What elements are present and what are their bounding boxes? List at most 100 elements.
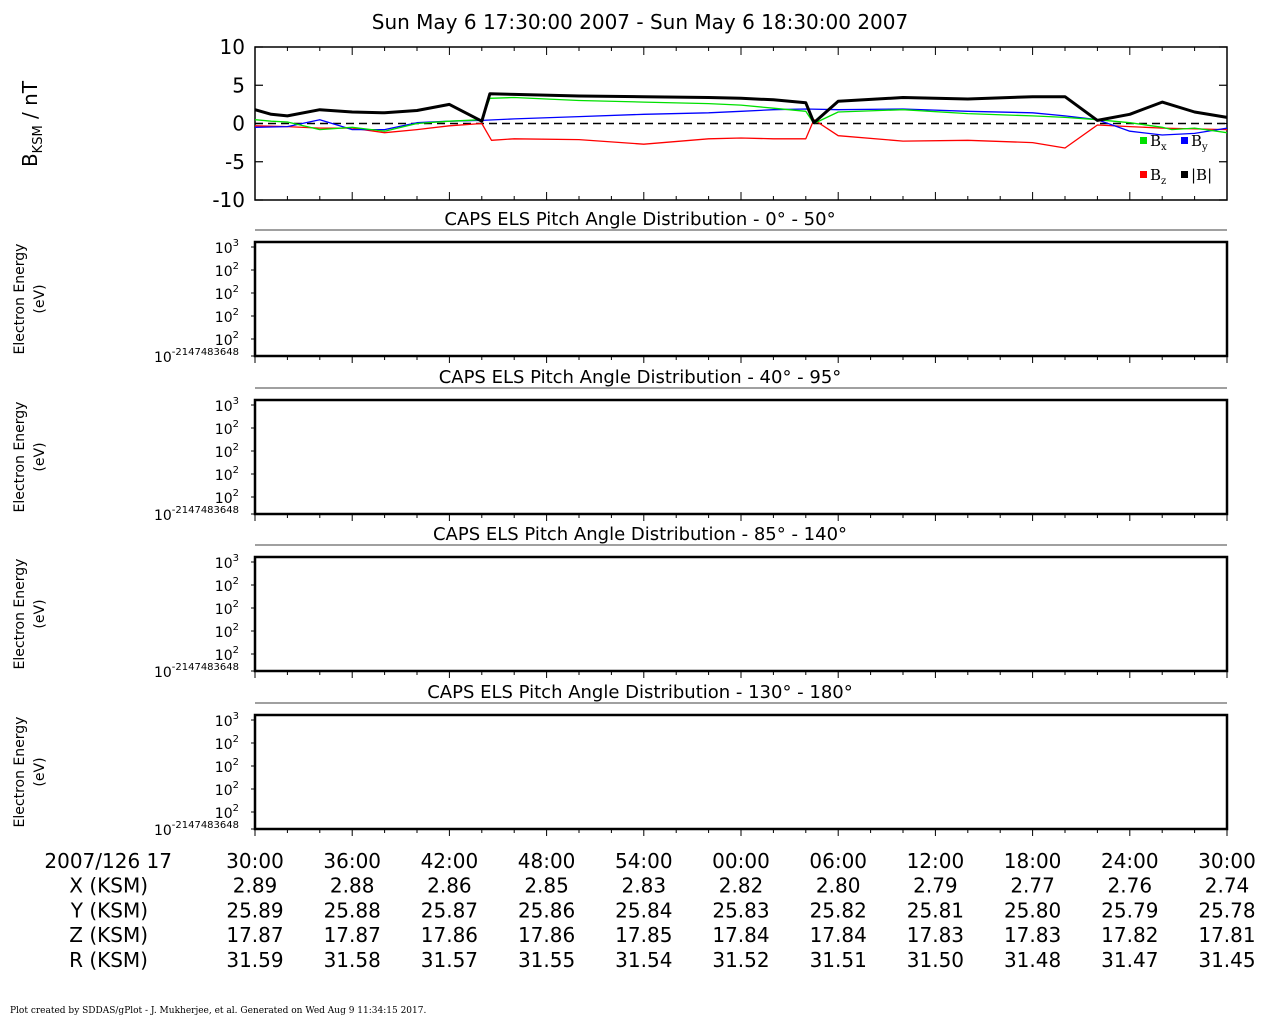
y-tick-label: 10	[220, 35, 245, 59]
legend-swatch-by	[1181, 137, 1188, 144]
y-tick-label: 102	[215, 284, 239, 303]
series-line-bz	[254, 119, 1228, 149]
row-value: 17.87	[226, 923, 283, 947]
row-value: 17.83	[1004, 923, 1061, 947]
legend-swatch-bx	[1140, 137, 1147, 144]
legend-swatch-b	[1181, 171, 1188, 178]
row-value: 25.84	[615, 898, 672, 922]
y-axis-unit: (eV)	[32, 599, 48, 628]
y-tick-label: 10-2147483648	[154, 347, 239, 366]
y-tick-label: 103	[215, 396, 239, 415]
series-line-b	[254, 92, 1228, 125]
y-tick-label: -10	[212, 188, 245, 212]
legend-swatch-bz	[1140, 171, 1147, 178]
y-tick-label: 102	[215, 442, 239, 461]
y-tick-label: 102	[215, 734, 239, 753]
row-value: 31.58	[324, 948, 381, 972]
row-label: R (KSM)	[69, 948, 148, 972]
row-value: 31.55	[518, 948, 575, 972]
ephemeris-table: 2007/126 17 30:00 36:00 42:00 48:00 54:00 00:0…	[44, 849, 1255, 972]
y-tick-label: 102	[215, 622, 239, 641]
panel-title: CAPS ELS Pitch Angle Distribution - 0° -…	[444, 209, 835, 230]
els-panel-1: CAPS ELS Pitch Angle Distribution - 0° -…	[12, 209, 1229, 366]
row-value: 17.82	[1101, 923, 1158, 947]
row-value: 2.74	[1205, 874, 1250, 898]
row-value: 25.88	[324, 898, 381, 922]
y-axis-label: Electron Energy	[12, 244, 28, 355]
row-value: 31.48	[1004, 948, 1061, 972]
time-label: 42:00	[421, 849, 479, 873]
legend-label-b: |B|	[1191, 166, 1212, 184]
row-value: 25.87	[421, 898, 478, 922]
y-tick-label: 5	[232, 73, 245, 97]
legend-label-by: By	[1191, 132, 1208, 153]
y-axis-unit: (eV)	[32, 757, 48, 786]
row-value: 17.85	[615, 923, 672, 947]
row-value: 31.57	[421, 948, 478, 972]
row-value: 17.87	[324, 923, 381, 947]
els-panel-3: CAPS ELS Pitch Angle Distribution - 85° …	[12, 524, 1229, 681]
time-label: 06:00	[809, 849, 867, 873]
els-panel-4: CAPS ELS Pitch Angle Distribution - 130°…	[12, 682, 1229, 839]
panel-frame	[253, 713, 1229, 831]
y-tick-label: 102	[215, 576, 239, 595]
row-value: 25.83	[712, 898, 769, 922]
y-tick-label: 0	[232, 112, 245, 136]
y-tick-label: 102	[215, 261, 239, 280]
els-panel-2: CAPS ELS Pitch Angle Distribution - 40° …	[12, 367, 1229, 524]
row-value: 2.76	[1108, 874, 1153, 898]
panel-title: CAPS ELS Pitch Angle Distribution - 40° …	[439, 367, 842, 388]
row-value: 2.85	[524, 874, 569, 898]
row-value: 25.82	[810, 898, 867, 922]
y-tick-label: 102	[215, 330, 239, 349]
row-value: 25.81	[907, 898, 964, 922]
series-line-bx	[254, 96, 1228, 134]
row-value: 25.79	[1101, 898, 1158, 922]
y-tick-label: 102	[215, 419, 239, 438]
time-label: 48:00	[518, 849, 576, 873]
y-tick-label: 102	[215, 780, 239, 799]
time-label: 54:00	[615, 849, 673, 873]
y-tick-label: 103	[215, 238, 239, 257]
y-tick-label: 102	[215, 757, 239, 776]
time-label: 00:00	[712, 849, 770, 873]
y-tick-label: 102	[215, 645, 239, 664]
plot-title: Sun May 6 17:30:00 2007 - Sun May 6 18:3…	[372, 10, 908, 34]
y-tick-label: 102	[215, 803, 239, 822]
row-label: X (KSM)	[69, 874, 148, 898]
y-axis-label: Electron Energy	[12, 717, 28, 828]
legend-label-bx: Bx	[1150, 132, 1167, 153]
y-axis-label: Electron Energy	[12, 559, 28, 670]
row-value: 17.84	[712, 923, 769, 947]
y-axis-unit: (eV)	[32, 284, 48, 313]
panel-frame	[253, 240, 1229, 358]
y-tick-label: 102	[215, 307, 239, 326]
y-tick-label: 103	[215, 711, 239, 730]
time-label: 24:00	[1101, 849, 1159, 873]
els-panels: CAPS ELS Pitch Angle Distribution - 0° -…	[12, 209, 1229, 839]
row-value: 25.86	[518, 898, 575, 922]
date-label: 2007/126 17	[44, 849, 172, 873]
panel-title: CAPS ELS Pitch Angle Distribution - 130°…	[427, 682, 853, 703]
row-value: 17.83	[907, 923, 964, 947]
row-value: 25.80	[1004, 898, 1061, 922]
row-value: 17.84	[810, 923, 867, 947]
row-value: 17.86	[518, 923, 575, 947]
y-tick-label: 103	[215, 553, 239, 572]
y-axis-unit: (eV)	[32, 442, 48, 471]
row-value: 31.52	[712, 948, 769, 972]
y-tick-label: 102	[215, 465, 239, 484]
panel-frame	[253, 555, 1229, 673]
row-value: 17.81	[1198, 923, 1255, 947]
row-value: 31.59	[226, 948, 283, 972]
time-label: 30:00	[1198, 849, 1256, 873]
row-value: 31.51	[810, 948, 867, 972]
y-tick-label: 102	[215, 488, 239, 507]
row-label: Y (KSM)	[70, 898, 148, 922]
footer-credit: Plot created by SDDAS/gPlot - J. Mukherj…	[10, 1006, 427, 1016]
y-axis-label: BKSM / nT	[18, 80, 46, 167]
row-value: 2.86	[427, 874, 472, 898]
row-value: 25.78	[1198, 898, 1255, 922]
row-value: 2.80	[816, 874, 861, 898]
